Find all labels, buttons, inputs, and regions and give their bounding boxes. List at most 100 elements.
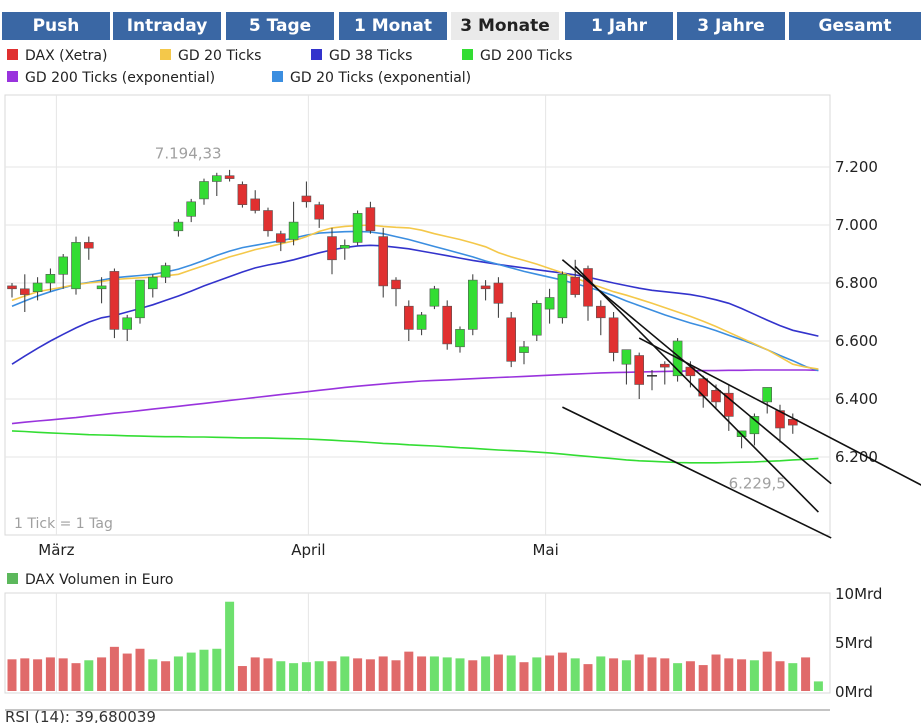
candlesticks	[7, 169, 798, 449]
y-tick-label: 6.800	[835, 274, 878, 292]
candle	[109, 268, 120, 339]
legend-label: GD 20 Ticks (exponential)	[290, 70, 471, 86]
candle	[301, 181, 312, 208]
legend-swatch	[311, 49, 322, 60]
tab-1-jahr[interactable]: 1 Jahr	[565, 12, 673, 40]
tab-5-tage[interactable]: 5 Tage	[226, 12, 334, 40]
volume-bar	[442, 657, 452, 691]
volume-bar	[724, 658, 734, 691]
gd20exp-line	[11, 230, 819, 372]
volume-bar	[199, 649, 209, 691]
tab-3-monate[interactable]: 3 Monate	[451, 12, 559, 40]
tab-gesamt[interactable]: Gesamt	[789, 12, 921, 40]
volume-bar	[468, 660, 478, 691]
volume-bar	[621, 660, 631, 691]
candle	[250, 190, 260, 214]
volume-bar	[327, 661, 337, 691]
volume-bar	[340, 656, 350, 691]
volume-bar	[161, 661, 171, 691]
volume-bar	[109, 646, 119, 691]
candle	[122, 314, 132, 341]
volume-bar	[417, 656, 427, 691]
volume-bar	[84, 660, 94, 691]
candle	[570, 259, 581, 298]
volume-bar	[7, 659, 17, 691]
volume-bar	[135, 648, 145, 691]
candle	[339, 239, 350, 260]
volume-bar	[365, 659, 375, 691]
volume-bar	[250, 657, 260, 691]
tab-3-jahre[interactable]: 3 Jahre	[677, 12, 785, 40]
candle	[403, 300, 414, 341]
volume-bar	[237, 666, 247, 691]
candle	[173, 219, 184, 237]
candle	[199, 178, 209, 205]
candle	[608, 312, 619, 362]
volume-tick-label: 0Mrd	[835, 683, 873, 701]
month-label: Mai	[532, 541, 558, 559]
trend-line	[638, 337, 921, 486]
candle	[647, 370, 657, 391]
volume-bar	[519, 662, 529, 691]
tab-1-monat[interactable]: 1 Monat	[339, 12, 447, 40]
candle	[787, 413, 798, 434]
candle	[455, 326, 465, 353]
volume-bar	[289, 663, 299, 691]
volume-legend-swatch	[7, 573, 18, 584]
candle	[723, 384, 734, 431]
candle	[71, 236, 81, 295]
candle	[19, 274, 30, 312]
candle	[314, 201, 325, 228]
legend-swatch	[272, 71, 283, 82]
volume-bar	[353, 658, 363, 691]
horizontal-gridlines	[5, 166, 830, 458]
volume-bar	[583, 664, 593, 691]
candle	[506, 312, 517, 368]
candle	[659, 361, 670, 385]
volume-bar	[186, 652, 196, 691]
volume-bar	[212, 648, 222, 691]
candle	[237, 181, 248, 208]
y-axis-labels: 7.200 7.000 6.800 6.600 6.400 6.200	[835, 158, 878, 466]
candle	[224, 169, 235, 182]
candle	[275, 230, 286, 252]
candle	[160, 262, 171, 283]
volume-bar	[673, 663, 683, 691]
legend-label: DAX (Xetra)	[25, 48, 107, 64]
candle	[58, 254, 69, 289]
candle	[595, 300, 606, 336]
y-tick-label: 7.000	[835, 216, 878, 234]
volume-bars	[7, 601, 823, 691]
candle	[634, 352, 645, 399]
volume-bar	[647, 657, 657, 691]
trend-line	[562, 406, 832, 539]
candle	[762, 387, 773, 414]
volume-bar	[378, 656, 388, 691]
volume-bar	[173, 656, 183, 691]
tab-intraday[interactable]: Intraday	[113, 12, 221, 40]
moving-average-lines	[11, 224, 819, 464]
volume-bar	[455, 658, 465, 691]
volume-bar	[685, 661, 695, 691]
volume-bar	[58, 658, 68, 691]
month-labels: März April Mai	[38, 541, 558, 559]
volume-bar	[481, 656, 491, 691]
volume-legend-label: DAX Volumen in Euro	[25, 572, 174, 588]
y-tick-label: 6.600	[835, 332, 878, 350]
volume-bar	[301, 662, 311, 691]
legend-label: GD 20 Ticks	[178, 48, 261, 64]
volume-bar	[225, 601, 235, 691]
gd20-line	[11, 224, 819, 370]
trend-lines	[561, 259, 921, 539]
legend-swatch	[7, 49, 18, 60]
tab-push[interactable]: Push	[2, 12, 110, 40]
volume-bar	[263, 658, 273, 691]
volume-bar	[609, 658, 619, 691]
volume-bar	[33, 659, 43, 691]
volume-bar	[813, 681, 823, 691]
candle	[544, 288, 555, 324]
rsi-label: RSI (14): 39,680039	[5, 708, 156, 723]
candle	[45, 268, 56, 292]
volume-bar	[404, 651, 414, 691]
volume-bar	[775, 661, 785, 691]
